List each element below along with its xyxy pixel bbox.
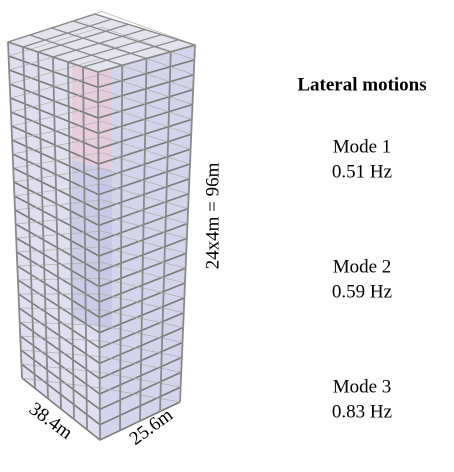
mode-name: Mode 1 xyxy=(333,136,392,157)
mode-frequency: 0.59 Hz xyxy=(332,281,392,302)
mode-name: Mode 2 xyxy=(333,256,392,277)
height-label: 24x4m = 96m xyxy=(202,162,223,269)
title: Lateral motions xyxy=(297,74,426,95)
mode-frequency: 0.83 Hz xyxy=(332,401,392,422)
building-model xyxy=(8,12,195,441)
mode-name: Mode 3 xyxy=(333,376,392,397)
figure: 24x4m = 96m 38.4m 25.6m Lateral motions … xyxy=(0,0,454,472)
mode-frequency: 0.51 Hz xyxy=(332,161,392,182)
